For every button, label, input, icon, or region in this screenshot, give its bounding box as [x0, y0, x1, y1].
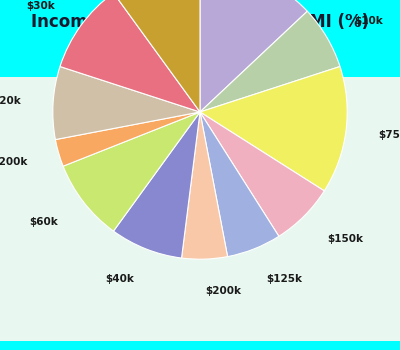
Text: $40k: $40k — [105, 274, 134, 284]
Wedge shape — [200, 0, 307, 112]
Text: $125k: $125k — [266, 274, 302, 284]
Text: $150k: $150k — [327, 234, 363, 244]
Wedge shape — [200, 66, 347, 191]
Wedge shape — [114, 0, 200, 112]
Wedge shape — [60, 0, 200, 112]
Text: $75k: $75k — [378, 130, 400, 140]
Wedge shape — [63, 112, 200, 231]
Text: $30k: $30k — [26, 1, 55, 12]
Wedge shape — [182, 112, 228, 259]
Wedge shape — [56, 112, 200, 166]
Text: $200k: $200k — [206, 287, 242, 296]
Text: $20k: $20k — [0, 96, 21, 106]
Wedge shape — [114, 112, 200, 258]
Text: $60k: $60k — [29, 217, 58, 227]
Text: Income distribution in Taylor, MI (%): Income distribution in Taylor, MI (%) — [31, 13, 369, 30]
Text: $10k: $10k — [354, 16, 383, 26]
Text: All residents: All residents — [151, 51, 249, 65]
Wedge shape — [200, 11, 340, 112]
Wedge shape — [200, 112, 279, 257]
Wedge shape — [53, 66, 200, 140]
Text: > $200k: > $200k — [0, 157, 28, 167]
Wedge shape — [200, 112, 324, 236]
